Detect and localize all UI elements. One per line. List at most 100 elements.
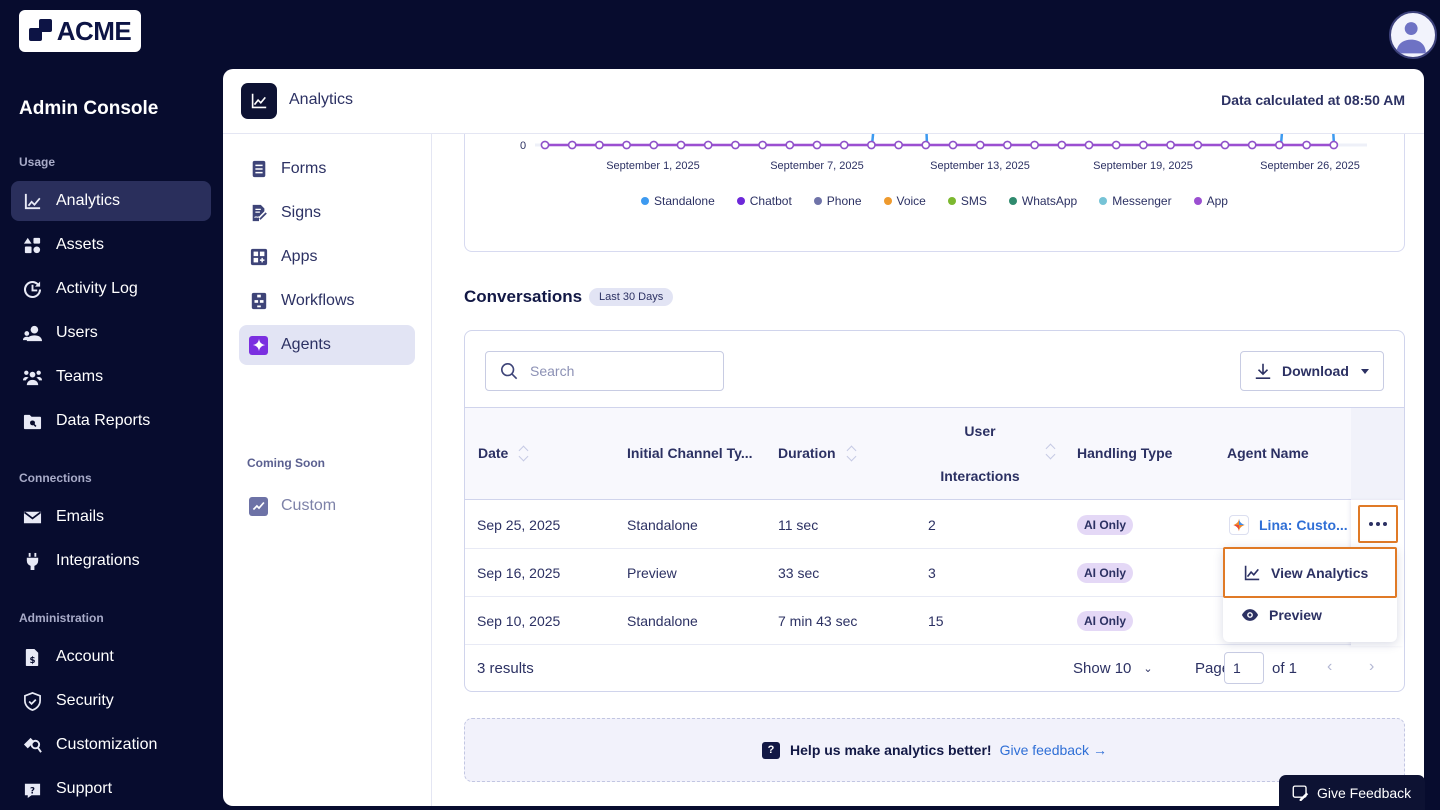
- cell-interactions: 15: [928, 613, 944, 629]
- sidebar-item-customization[interactable]: Customization: [11, 725, 211, 765]
- sidebar-item-support[interactable]: ? Support: [11, 769, 211, 809]
- sparkle-icon: [249, 335, 268, 355]
- give-feedback-button[interactable]: Give Feedback: [1279, 775, 1425, 810]
- user-avatar[interactable]: [1389, 11, 1437, 59]
- chart-point[interactable]: [785, 140, 795, 150]
- sort-icon[interactable]: [1045, 443, 1056, 460]
- chart-point[interactable]: [839, 140, 849, 150]
- search-input[interactable]: [530, 363, 710, 379]
- column-duration[interactable]: Duration: [778, 445, 857, 461]
- chart-point[interactable]: [1247, 140, 1257, 150]
- search-icon: [500, 362, 518, 380]
- chart-point[interactable]: [594, 140, 604, 150]
- sidebar-item-data-reports[interactable]: Data Reports: [11, 401, 211, 441]
- subnav-item-signs[interactable]: Signs: [239, 193, 415, 233]
- legend-item[interactable]: Voice: [883, 194, 926, 208]
- chart-point[interactable]: [1003, 140, 1012, 150]
- legend-item[interactable]: WhatsApp: [1008, 194, 1077, 208]
- legend-item[interactable]: App: [1193, 194, 1228, 208]
- chart-point[interactable]: [622, 140, 631, 150]
- legend-item[interactable]: SMS: [947, 194, 987, 208]
- x-tick-label: September 7, 2025: [770, 160, 864, 172]
- sidebar-item-users[interactable]: Users: [11, 313, 211, 353]
- menu-item-label: View Analytics: [1271, 564, 1369, 581]
- row-more-button[interactable]: [1358, 505, 1398, 543]
- legend-item[interactable]: Phone: [813, 194, 862, 208]
- cell-duration: 11 sec: [778, 517, 819, 533]
- sidebar-item-analytics[interactable]: Analytics: [11, 181, 211, 221]
- subnav-item-agents[interactable]: Agents: [239, 325, 415, 365]
- logo-text: ACME: [56, 15, 132, 46]
- table-row[interactable]: Sep 16, 2025 Preview 33 sec 3 AI Only: [465, 549, 1404, 597]
- user-icon: [1396, 22, 1426, 54]
- subnav-label: Workflows: [281, 292, 355, 309]
- legend-dot-icon: [736, 197, 745, 205]
- subnav-item-forms[interactable]: Forms: [239, 149, 415, 189]
- agent-sparkle-icon: [1229, 515, 1249, 535]
- sidebar-item-emails[interactable]: Emails: [11, 497, 211, 537]
- legend-item[interactable]: Chatbot: [736, 194, 792, 208]
- table-row[interactable]: Sep 25, 2025 Standalone 11 sec 2 AI Only…: [465, 501, 1404, 549]
- download-button[interactable]: Download: [1240, 351, 1384, 391]
- search-box[interactable]: [485, 351, 724, 391]
- chart-point[interactable]: [730, 140, 740, 150]
- sort-icon[interactable]: [518, 445, 529, 461]
- sidebar-item-teams[interactable]: Teams: [11, 357, 211, 397]
- table-row[interactable]: Sep 10, 2025 Standalone 7 min 43 sec 15 …: [465, 597, 1404, 645]
- menu-item-preview[interactable]: Preview: [1223, 595, 1397, 635]
- chart-point[interactable]: [649, 140, 659, 150]
- cell-duration: 7 min 43 sec: [778, 613, 858, 629]
- page-size-select[interactable]: Show 10 ⌄: [1073, 660, 1153, 677]
- legend-label: Messenger: [1112, 194, 1172, 208]
- caret-down-icon: [1360, 368, 1369, 374]
- sidebar-item-account[interactable]: $ Account: [11, 637, 211, 677]
- subnav-item-apps[interactable]: Apps: [239, 237, 415, 277]
- chart-point[interactable]: [975, 140, 985, 150]
- chart-point[interactable]: [921, 140, 931, 150]
- prev-page-button[interactable]: ‹: [1327, 658, 1333, 675]
- legend-item[interactable]: Standalone: [641, 194, 715, 208]
- x-tick-label: September 26, 2025: [1260, 160, 1360, 172]
- chart-point[interactable]: [1220, 140, 1230, 150]
- actions-column-header: [1351, 408, 1404, 501]
- column-date[interactable]: Date: [478, 445, 529, 461]
- x-tick-label: September 19, 2025: [1093, 160, 1193, 172]
- sort-icon[interactable]: [846, 445, 857, 461]
- chart-point[interactable]: [1193, 140, 1203, 150]
- results-count: 3 results: [477, 660, 534, 677]
- chart-point[interactable]: [866, 140, 876, 150]
- form-icon: [249, 160, 268, 179]
- sidebar-item-integrations[interactable]: Integrations: [11, 541, 211, 581]
- next-page-button[interactable]: ›: [1369, 658, 1375, 675]
- chart-point[interactable]: [567, 140, 577, 150]
- chart-point[interactable]: [703, 140, 713, 150]
- menu-item-view-analytics[interactable]: View Analytics: [1223, 547, 1397, 598]
- give-feedback-link[interactable]: Give feedback →: [999, 742, 1107, 758]
- subnav-item-custom: Custom: [239, 486, 415, 526]
- chart-point[interactable]: [758, 140, 767, 150]
- sidebar-item-assets[interactable]: Assets: [11, 225, 211, 265]
- agent-name-link[interactable]: Lina: Custo...: [1259, 517, 1348, 533]
- chart-point[interactable]: [1329, 140, 1339, 150]
- chart-point[interactable]: [1166, 140, 1175, 150]
- chart-point[interactable]: [1275, 140, 1284, 150]
- sidebar-item-security[interactable]: Security: [11, 681, 211, 721]
- chart-point[interactable]: [1111, 140, 1121, 150]
- chart-point[interactable]: [812, 140, 822, 150]
- chart-point[interactable]: [948, 140, 958, 150]
- chart-point[interactable]: [1057, 140, 1067, 150]
- subnav-item-workflows[interactable]: Workflows: [239, 281, 415, 321]
- acme-logo[interactable]: ACME: [19, 10, 141, 52]
- chart-point[interactable]: [1302, 140, 1311, 150]
- chart-point[interactable]: [676, 140, 686, 150]
- legend-item[interactable]: Messenger: [1099, 194, 1172, 208]
- chart-point[interactable]: [1139, 140, 1148, 150]
- chart-point[interactable]: [894, 140, 903, 150]
- interactions-sort[interactable]: [1035, 443, 1056, 460]
- legend-dot-icon: [883, 197, 892, 205]
- page-number-input[interactable]: [1224, 652, 1264, 684]
- sidebar-item-activity-log[interactable]: Activity Log: [11, 269, 211, 309]
- chart-point[interactable]: [540, 140, 550, 150]
- chart-point[interactable]: [1030, 140, 1039, 150]
- chart-point[interactable]: [1084, 140, 1094, 150]
